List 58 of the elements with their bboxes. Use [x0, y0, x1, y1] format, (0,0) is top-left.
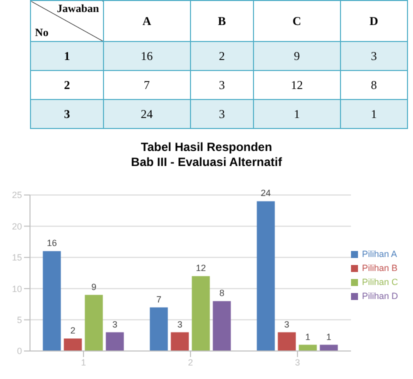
legend-label: Pilihan C: [362, 277, 398, 287]
legend-label: Pilihan B: [362, 263, 398, 273]
bar: [106, 332, 124, 351]
y-tick-label: 10: [12, 284, 22, 294]
data-label: 7: [156, 294, 162, 304]
text: 7: [144, 78, 150, 92]
data-label: 16: [46, 238, 57, 248]
y-tick-label: 20: [12, 221, 22, 232]
text: 1: [370, 106, 377, 120]
bar: [256, 201, 275, 351]
legend-label: Pilihan D: [362, 291, 398, 301]
bar: [64, 338, 82, 351]
text: 12: [290, 78, 303, 92]
chart-subtitle: Bab III - Evaluasi Alternatif: [130, 155, 283, 170]
y-tick-label: 5: [16, 314, 22, 325]
data-label: 8: [219, 288, 224, 298]
data-label: 9: [91, 282, 96, 292]
y-tick-label: 15: [12, 252, 22, 263]
chart-title: Tabel Hasil Responden: [140, 140, 274, 155]
bar: [84, 294, 103, 351]
bar: [42, 251, 61, 351]
x-tick-label: 1: [80, 357, 86, 368]
text: 9: [294, 48, 300, 62]
text: 1: [294, 106, 300, 120]
category-label: 3: [370, 48, 377, 62]
bar: [212, 301, 231, 351]
bar: [192, 276, 210, 351]
legend-label: Pilihan A: [362, 249, 397, 259]
y-tick-label: 0: [16, 346, 22, 356]
text: 2: [64, 78, 70, 92]
text: 3: [64, 106, 70, 120]
text: D: [340, 0, 408, 42]
text: 24: [140, 106, 153, 120]
text: B: [190, 0, 254, 42]
data-label: 1: [305, 332, 310, 342]
data-label: 3: [177, 319, 182, 330]
text: C: [254, 0, 340, 42]
category-label: 2: [218, 48, 225, 62]
bar: [278, 332, 296, 351]
y-tick-label: 25: [12, 190, 22, 200]
data-label: 1: [326, 332, 332, 342]
text: 8: [370, 78, 377, 92]
text: 3: [218, 78, 225, 92]
data-label: 24: [260, 188, 271, 198]
text: 3: [218, 106, 225, 120]
text: 16: [140, 48, 153, 62]
bar: [150, 307, 168, 351]
x-tick-label: 2: [188, 357, 193, 368]
text: Jawaban: [56, 3, 99, 15]
text: No: [35, 27, 48, 39]
text: A: [104, 0, 190, 42]
data-label: 3: [284, 319, 290, 330]
category-label: 1: [64, 48, 70, 62]
x-tick-label: 3: [294, 357, 300, 368]
bar: [170, 332, 189, 351]
data-label: 2: [70, 326, 76, 336]
data-label: 12: [196, 263, 206, 274]
data-label: 3: [112, 319, 118, 330]
